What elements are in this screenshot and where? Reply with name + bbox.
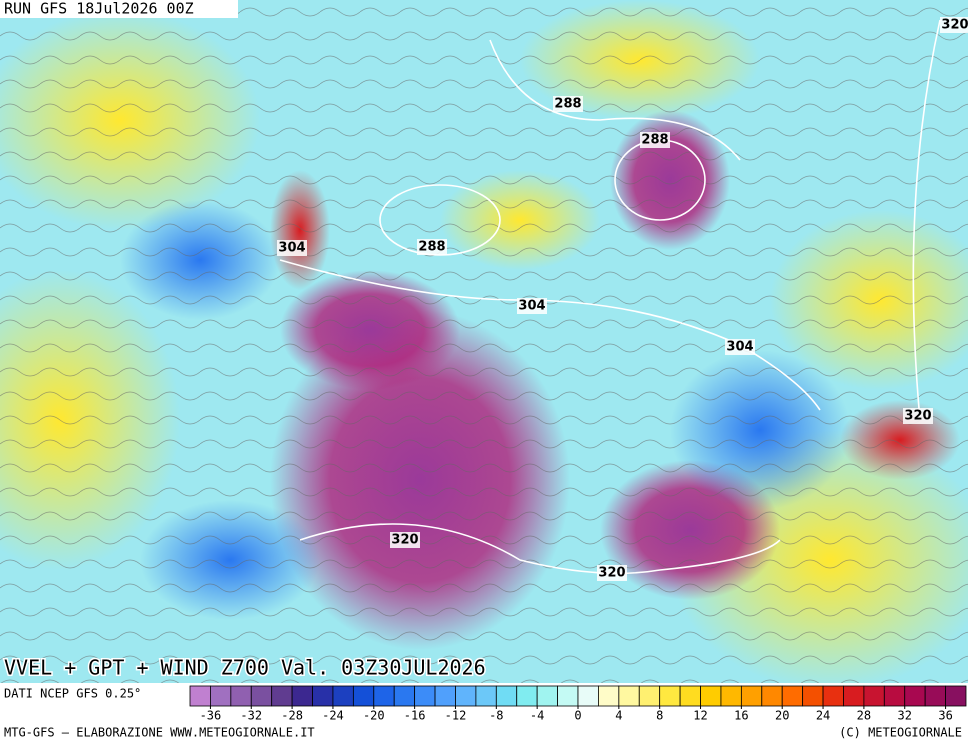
- colorbar-swatch: [618, 685, 640, 707]
- colorbar-tick-label: 12: [693, 709, 707, 723]
- colorbar-swatch: [312, 685, 334, 707]
- contour-label: 288: [641, 133, 668, 148]
- colorbar-swatch: [414, 685, 436, 707]
- contour-label: 320: [598, 566, 625, 581]
- run-label: RUN GFS 18Jul2026 00Z: [4, 0, 194, 18]
- colorbar-tick-label: -12: [445, 709, 467, 723]
- colorbar-swatch: [455, 685, 477, 707]
- contour-label-bg: [940, 17, 968, 33]
- contour-label: 304: [278, 241, 305, 256]
- source-label: DATI NCEP GFS 0.25°: [4, 687, 141, 701]
- colorbar-tick-label: 0: [574, 709, 581, 723]
- colorbar-swatch: [659, 685, 681, 707]
- contour-label: 320: [904, 409, 931, 424]
- colorbar-swatch: [475, 685, 497, 707]
- contour-label-bg: [417, 239, 447, 255]
- colorbar-swatch: [863, 685, 885, 707]
- colorbar-swatch: [230, 685, 252, 707]
- colorbar-swatch: [638, 685, 661, 707]
- contour-label: 304: [518, 299, 545, 314]
- colorbar-swatch: [945, 685, 967, 707]
- colorbar-swatch: [822, 685, 844, 707]
- colorbar-tick-label: 16: [734, 709, 748, 723]
- contour-labels: 320 288 288 304 288 304 304 320 320 320: [277, 17, 968, 581]
- colorbar-tick-label: -36: [200, 709, 222, 723]
- map-title: VVEL + GPT + WIND Z700 Val. 03Z30JUL2026: [4, 656, 486, 680]
- contour-label-bg: [903, 408, 933, 424]
- colorbar-swatch: [761, 685, 783, 707]
- colorbar-swatch: [210, 685, 232, 707]
- contour-label: 304: [726, 340, 753, 355]
- colorbar-swatch: [373, 685, 395, 707]
- contour-label-bg: [640, 132, 670, 148]
- contour-label: 288: [554, 97, 581, 112]
- colorbar: -36 -32 -28 -24 -20 -16 -12 -8 -4 0 4 8 12 16 20 24 28 32…: [189, 685, 967, 723]
- colorbar-tick-label: 36: [938, 709, 952, 723]
- colorbar-swatch: [700, 685, 722, 707]
- colorbar-swatch: [679, 685, 701, 707]
- colorbar-swatch: [434, 685, 456, 707]
- colorbar-tick-label: -4: [530, 709, 544, 723]
- colorbar-tick-label: 8: [656, 709, 663, 723]
- colorbar-swatch: [393, 685, 416, 707]
- footer-left: MTG-GFS — ELABORAZIONE WWW.METEOGIORNALE…: [4, 726, 315, 740]
- contour-label: 288: [418, 240, 445, 255]
- colorbar-swatch: [577, 685, 599, 707]
- colorbar-swatch: [250, 685, 273, 707]
- colorbar-swatch: [189, 685, 211, 707]
- contour-label-bg: [277, 240, 307, 256]
- colorbar-swatch: [495, 685, 518, 707]
- footer-right: (C) METEOGIORNALE: [839, 726, 962, 740]
- colorbar-swatch: [271, 685, 293, 707]
- map-background: [0, 0, 968, 683]
- colorbar-tick-label: 4: [615, 709, 622, 723]
- colorbar-tick-label: -28: [281, 709, 303, 723]
- colorbar-swatch: [883, 685, 906, 707]
- colorbar-swatch: [720, 685, 742, 707]
- colorbar-swatch: [924, 685, 946, 707]
- colorbar-tick-label: 28: [857, 709, 871, 723]
- contour-label: 320: [941, 18, 968, 33]
- colorbar-swatch: [781, 685, 804, 707]
- contour-label-bg: [725, 339, 755, 355]
- colorbar-tick-label: 32: [898, 709, 912, 723]
- colorbar-tick-label: -16: [404, 709, 426, 723]
- colorbar-swatch: [332, 685, 354, 707]
- contour-label-bg: [517, 298, 547, 314]
- contour-label-bg: [553, 96, 583, 112]
- colorbar-swatch: [352, 685, 375, 707]
- colorbar-tick-label: 24: [816, 709, 830, 723]
- colorbar-swatch: [904, 685, 926, 707]
- header-box: [0, 0, 238, 18]
- colorbar-swatch: [740, 685, 763, 707]
- contour-label-bg: [390, 532, 420, 548]
- contour-label-bg: [597, 565, 627, 581]
- colorbar-tick-label: -20: [363, 709, 385, 723]
- colorbar-swatch: [843, 685, 865, 707]
- colorbar-tick-label: 20: [775, 709, 789, 723]
- colorbar-tick-label: -32: [240, 709, 262, 723]
- colorbar-swatch: [557, 685, 579, 707]
- colorbar-swatch: [536, 685, 558, 707]
- contour-label: 320: [391, 533, 418, 548]
- colorbar-swatch: [291, 685, 313, 707]
- colorbar-tick-label: -24: [322, 709, 344, 723]
- colorbar-swatch: [598, 685, 620, 707]
- colorbar-swatch: [516, 685, 538, 707]
- colorbar-tick-label: -8: [489, 709, 503, 723]
- colorbar-swatch: [802, 685, 824, 707]
